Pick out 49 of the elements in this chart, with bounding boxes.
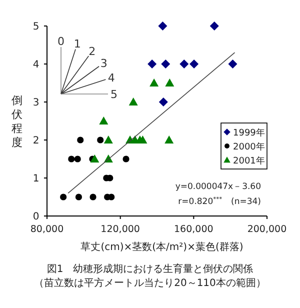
point — [104, 136, 113, 144]
point — [158, 98, 168, 106]
point — [150, 78, 159, 86]
y-tick-label: 0 — [32, 212, 40, 222]
x-tick-label: 200,000 — [247, 224, 287, 235]
point — [90, 154, 100, 162]
point — [77, 136, 84, 144]
y-tick-label: 2 — [32, 136, 40, 146]
x-tick-label: 160,000 — [174, 224, 214, 235]
point — [161, 60, 170, 68]
y-axis-title: 倒伏程度 — [12, 94, 22, 149]
point — [165, 78, 174, 86]
point — [90, 194, 96, 200]
legend-label: 2000年 — [233, 142, 265, 152]
text: （苗立数は平方メートル当たり20～110本の範囲） — [34, 277, 266, 289]
point — [228, 60, 238, 68]
x-axis-title: 草丈(cm)×茎数(本/m²)×葉色(群落) — [80, 241, 244, 253]
annotation: 1 — [74, 38, 81, 51]
annotation: 3 — [100, 56, 108, 70]
legend-label: 2001年 — [233, 156, 265, 166]
annotation: y=0.000047x－3.60 — [175, 182, 261, 192]
annotation: 5 — [110, 88, 118, 101]
point — [128, 98, 138, 106]
point — [108, 194, 115, 200]
text: 図1 幼穂形成期における生育量と倒伏の関係 — [46, 263, 254, 275]
point — [164, 136, 174, 144]
point — [68, 156, 75, 162]
x-tick-label: 120,000 — [100, 224, 140, 235]
legend-label: 1999年 — [233, 128, 265, 138]
annotation: 4 — [108, 72, 115, 85]
point — [190, 60, 199, 68]
y-tick-label: 3 — [32, 98, 40, 108]
point — [97, 136, 104, 144]
point — [180, 60, 189, 68]
x-tick-label: 80,000 — [30, 224, 64, 235]
point — [148, 60, 157, 68]
annotation: 2 — [88, 45, 96, 58]
y-tick-label: 1 — [32, 174, 40, 184]
point — [158, 22, 168, 30]
point — [74, 156, 81, 162]
y-tick-label: 5 — [32, 22, 40, 32]
point — [60, 194, 67, 200]
annotation: 0 — [58, 35, 64, 48]
point — [75, 194, 82, 200]
point — [210, 22, 219, 30]
text: r=0.820$^{***}$ (n=34) — [178, 196, 261, 207]
y-tick-label: 4 — [32, 60, 40, 70]
point — [99, 116, 108, 124]
point — [122, 156, 130, 162]
